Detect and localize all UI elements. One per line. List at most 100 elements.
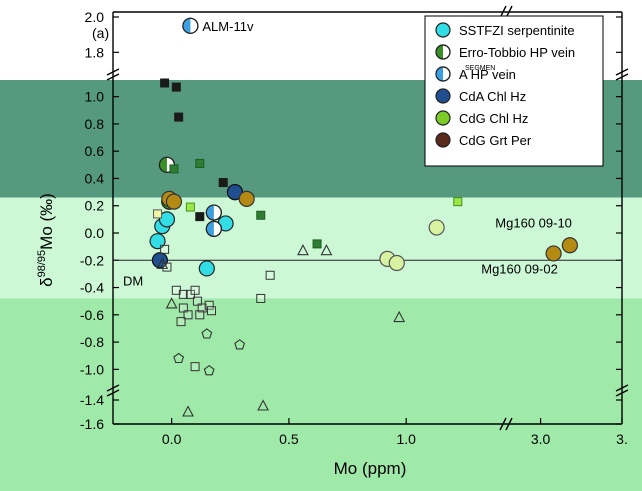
data-point: [238, 190, 255, 208]
y-tick-label: 0.8: [85, 116, 105, 132]
data-point: [190, 362, 200, 372]
data-point: [256, 210, 266, 220]
data-point: [201, 328, 213, 339]
y-axis-break-mark: [615, 68, 629, 76]
panel-label: (a): [92, 25, 109, 41]
x-tick-label: 3.: [616, 431, 628, 447]
y-axis-break-mark: [106, 68, 120, 76]
data-points: [149, 17, 578, 417]
y-tick-label: 1.0: [85, 89, 105, 105]
legend-label: CdG Grt Per: [459, 133, 532, 148]
y-axis-title-tail: Mo (‰): [37, 193, 56, 250]
axes: [106, 5, 629, 431]
y-tick-label: 0.2: [85, 198, 105, 214]
y-axis-break-mark: [615, 73, 629, 81]
y-axis-break-mark: [615, 389, 629, 397]
data-point: [176, 317, 186, 327]
data-point: [197, 303, 207, 313]
background-band: [0, 298, 642, 491]
legend-label: Erro-Tobbio HP vein: [459, 45, 575, 60]
y-tick-label: -0.2: [80, 252, 104, 268]
annotations: ALM-11v Mg160 09-10 Mg160 09-02: [202, 19, 572, 277]
y-axis-title-main: δ: [37, 277, 56, 286]
data-point: [158, 211, 176, 228]
y-tick-label: -0.4: [80, 280, 104, 296]
y-axis-break-mark: [106, 73, 120, 81]
data-point: [393, 310, 406, 323]
legend-item: Erro-Tobbio HP vein: [435, 44, 575, 60]
annotation-label: Mg160 09-02: [481, 262, 558, 277]
data-point: [185, 202, 195, 212]
ticks: 2.0 1.8 1.0 0.8 0.6 0.4 0.2 0.0 -0.2 -0.4 -0.6 -0.8…: [80, 9, 628, 447]
x-axis-break-mark: [505, 417, 513, 431]
data-point: [428, 219, 445, 236]
data-point: [453, 197, 463, 207]
data-point: [195, 158, 205, 168]
data-point: [160, 244, 170, 254]
data-point: [174, 112, 184, 122]
y-tick-label: 0.4: [85, 170, 105, 186]
y-tick-label: -1.0: [80, 361, 104, 377]
data-point: [153, 209, 163, 219]
data-point: [257, 399, 270, 411]
y-axis-title-sup: 98/95: [36, 250, 48, 278]
data-point: [198, 260, 215, 277]
reference-line-label: DM: [123, 273, 143, 288]
legend-extra-text: SEGMEN: [465, 65, 495, 72]
data-point: [178, 303, 188, 313]
data-point: [205, 204, 222, 221]
data-point: [204, 300, 214, 310]
y-tick-label: 0.6: [85, 143, 105, 159]
data-point: [190, 285, 200, 295]
legend-item: CdG Chl Hz: [435, 110, 528, 126]
data-point: [160, 78, 170, 88]
annotation-label: Mg160 09-10: [495, 215, 572, 230]
x-tick-label: 0.5: [279, 431, 299, 447]
annotation-label: ALM-11v: [202, 19, 254, 34]
legend-box: [424, 15, 604, 167]
y-tick-label: -1.4: [80, 392, 104, 408]
data-point: [178, 289, 188, 299]
legend-label: A HP vein: [459, 67, 516, 82]
data-point: [195, 310, 205, 320]
legend-item: CdG Grt Per: [435, 132, 532, 148]
legend-label: CdA Chl Hz: [459, 89, 526, 104]
y-axis-title: δ98/95Mo (‰): [36, 193, 56, 287]
data-point: [312, 239, 322, 249]
data-point: [207, 306, 217, 316]
legend: SSTFZI serpentinite Erro-Tobbio HP vein A …: [424, 15, 604, 167]
data-point: [182, 17, 199, 34]
data-point: [192, 296, 202, 306]
y-tick-label: -0.6: [80, 307, 104, 323]
x-tick-label: 3.0: [531, 431, 551, 447]
data-point: [561, 237, 578, 254]
legend-item: CdA Chl Hz: [435, 88, 526, 104]
y-tick-label: 0.0: [85, 225, 105, 241]
data-point: [156, 257, 169, 269]
y-tick-label: -0.8: [80, 334, 104, 350]
data-point: [297, 244, 309, 256]
data-point: [388, 254, 405, 272]
data-point: [183, 310, 193, 320]
data-point: [203, 365, 215, 376]
y-axis-break-mark: [615, 384, 629, 392]
data-point: [320, 244, 333, 256]
data-point: [173, 352, 185, 364]
data-point: [171, 82, 181, 92]
legend-item: A HP vein: [435, 66, 516, 82]
data-point: [256, 293, 266, 303]
legend-label: CdG Chl Hz: [459, 111, 528, 126]
x-tick-label: 0.0: [162, 431, 182, 447]
y-axis-break-mark: [106, 389, 120, 397]
legend-item: SSTFZI serpentinite: [435, 22, 575, 38]
data-point: [182, 405, 194, 417]
data-point: [169, 164, 179, 174]
y-tick-label: 1.8: [85, 44, 105, 60]
data-point: [218, 178, 228, 188]
data-point: [265, 270, 275, 280]
y-tick-label: -1.6: [80, 416, 104, 432]
data-point: [195, 212, 205, 222]
y-axis-break-mark: [106, 384, 120, 392]
data-point: [205, 220, 222, 238]
